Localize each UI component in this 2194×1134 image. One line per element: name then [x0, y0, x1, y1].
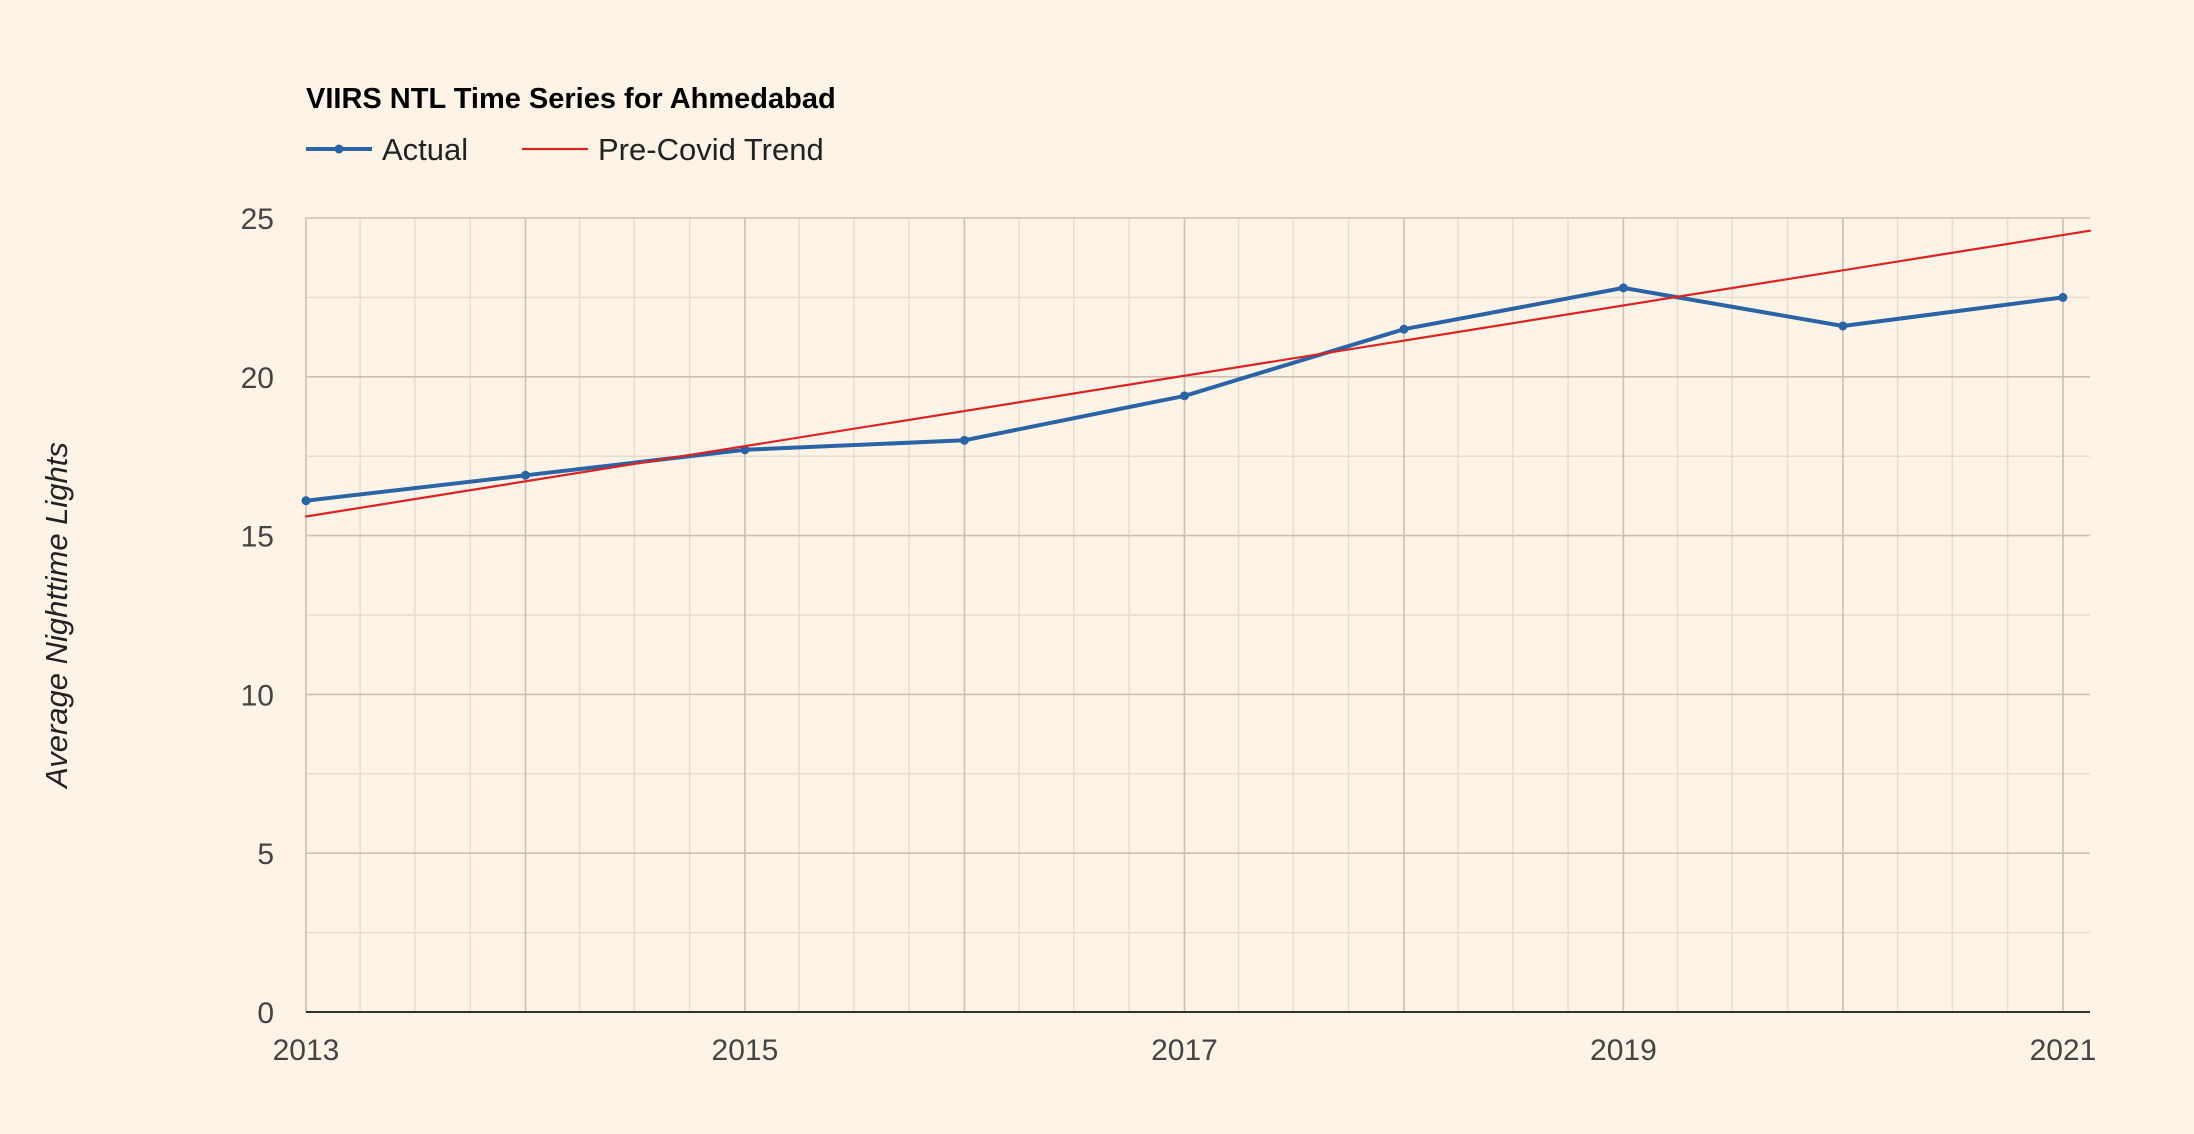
x-tick-label: 2017	[1151, 1034, 1218, 1067]
legend-marker-actual	[334, 144, 344, 154]
x-tick-label: 2019	[1590, 1034, 1657, 1067]
data-point[interactable]	[1838, 321, 1848, 331]
legend-item-actual[interactable]: Actual	[306, 132, 468, 167]
data-point[interactable]	[1399, 324, 1409, 334]
chart-title: VIIRS NTL Time Series for Ahmedabad	[306, 83, 836, 115]
x-tick-label: 2013	[273, 1034, 340, 1067]
y-axis-title: Average Nighttime Lights	[39, 442, 74, 790]
minor-gridlines	[306, 218, 2090, 1012]
y-tick-label: 20	[241, 362, 274, 395]
data-point[interactable]	[959, 435, 969, 445]
x-tick-label: 2021	[2030, 1034, 2097, 1067]
series-line-1	[304, 229, 2092, 518]
series-layer	[301, 229, 2092, 518]
major-gridlines	[305, 217, 2090, 1012]
x-axis-ticks: 2013 2015 2017 2019 2021	[273, 1034, 2097, 1067]
legend-item-pre-covid-trend[interactable]: Pre-Covid Trend	[522, 132, 824, 167]
y-axis-ticks: 0 5 10 15 20 25	[241, 203, 274, 1030]
x-tick-label: 2015	[712, 1034, 779, 1067]
data-point[interactable]	[520, 470, 530, 480]
y-tick-label: 5	[257, 838, 274, 871]
data-point[interactable]	[301, 496, 311, 506]
legend-label-pre-covid-trend: Pre-Covid Trend	[598, 132, 824, 167]
y-tick-label: 10	[241, 679, 274, 712]
data-point[interactable]	[2058, 292, 2068, 302]
y-tick-label: 15	[241, 521, 274, 554]
data-point[interactable]	[1179, 391, 1189, 401]
y-tick-label: 25	[241, 203, 274, 236]
y-tick-label: 0	[257, 997, 274, 1030]
legend-label-actual: Actual	[382, 132, 468, 167]
legend: Actual Pre-Covid Trend	[306, 132, 824, 167]
data-point[interactable]	[1618, 283, 1628, 293]
